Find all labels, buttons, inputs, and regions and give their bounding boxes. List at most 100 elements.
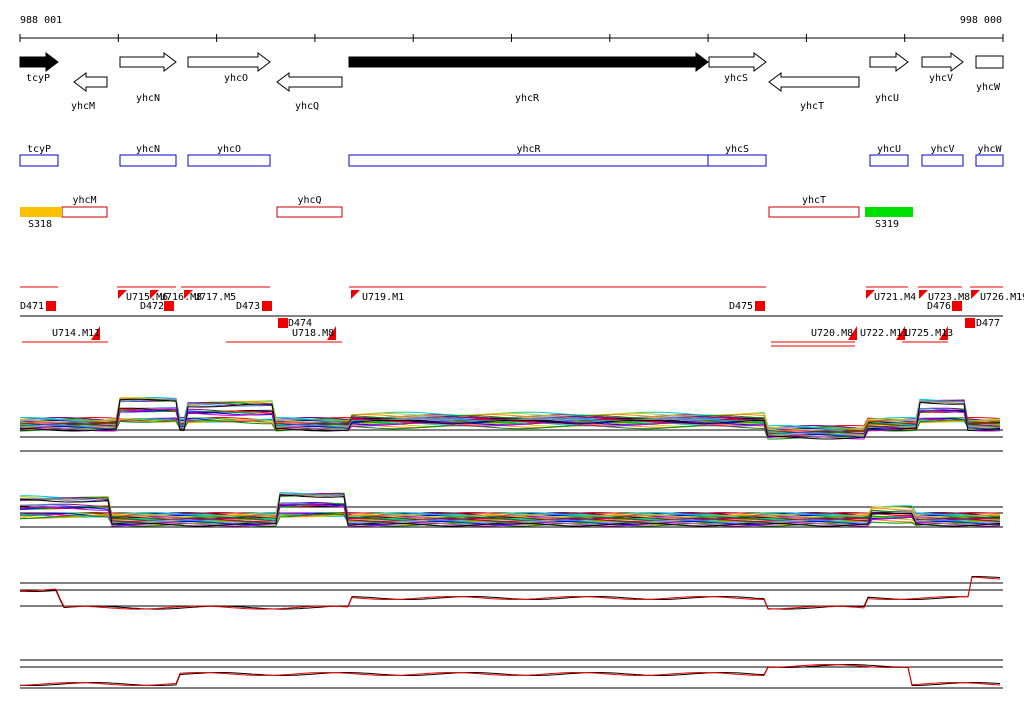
sense-box — [707, 154, 767, 167]
sense-box — [348, 154, 709, 167]
gene-label: tcyP — [26, 73, 50, 84]
sense-label: yhcR — [516, 144, 541, 155]
gene-arrow — [921, 52, 964, 72]
segment-marker — [952, 301, 962, 311]
track-trace — [19, 576, 1001, 610]
gene-label: yhcV — [929, 73, 953, 84]
segment-label: D473 — [236, 301, 260, 312]
sense-box — [869, 154, 909, 167]
segment-marker — [965, 318, 975, 328]
gene-label: yhcS — [724, 73, 748, 84]
antisense-label: yhcT — [802, 195, 826, 206]
segment-marker — [351, 290, 360, 299]
sense-label: yhcN — [136, 144, 160, 155]
segment-label: U723.M8 — [928, 292, 970, 303]
antisense-label: yhcQ — [297, 195, 321, 206]
segment-label: U716.M8 — [160, 292, 202, 303]
segment-label: U725.M13 — [905, 328, 953, 339]
track-trace — [19, 576, 1001, 610]
segment-label: D475 — [729, 301, 753, 312]
gene-label: yhcR — [515, 93, 540, 104]
region-label: S319 — [875, 219, 899, 230]
antisense-box — [768, 206, 860, 218]
track-trace — [19, 398, 1001, 440]
segment-marker — [164, 301, 174, 311]
sense-label: yhcW — [977, 144, 1002, 155]
ruler-start: 988 001 — [20, 15, 62, 26]
track-trace — [19, 491, 1001, 516]
gene-arrow — [768, 72, 860, 92]
track-trace — [19, 493, 1001, 526]
segment-marker — [150, 290, 159, 299]
segment-label: U715.M6 — [126, 292, 168, 303]
region — [20, 207, 62, 217]
gene-label: yhcM — [71, 101, 95, 112]
segment-label: U714.M11 — [52, 328, 100, 339]
segment-label: U721.M4 — [874, 292, 916, 303]
gene-arrow — [187, 52, 271, 72]
gene-arrow — [19, 52, 59, 72]
gene-label: yhcN — [136, 93, 160, 104]
gene-label: yhcW — [976, 82, 1001, 93]
segment-marker — [919, 290, 928, 299]
gene-arrow — [869, 52, 909, 72]
segment-marker — [46, 301, 56, 311]
segment-label: U720.M8 — [811, 328, 853, 339]
track-trace — [19, 494, 1001, 527]
segment-label: U717.M5 — [194, 292, 236, 303]
gene-arrow — [119, 52, 177, 72]
track-trace — [19, 503, 1001, 527]
track-trace — [19, 664, 1001, 686]
ruler-end: 998 000 — [960, 15, 1002, 26]
segment-marker — [278, 318, 288, 328]
antisense-box — [61, 206, 108, 218]
gene-label: yhcU — [875, 93, 899, 104]
track-trace — [19, 493, 1001, 522]
gene-arrow — [708, 52, 767, 72]
sense-label: yhcO — [217, 144, 241, 155]
gene-label: yhcO — [224, 73, 248, 84]
sense-box — [921, 154, 964, 167]
segment-marker — [262, 301, 272, 311]
segment-label: D471 — [20, 301, 44, 312]
sense-label: yhcU — [877, 144, 901, 155]
gene-label: yhcT — [800, 101, 824, 112]
segment-label: U719.M1 — [362, 292, 404, 303]
segment-marker — [118, 290, 127, 299]
region — [865, 207, 913, 217]
sense-box — [19, 154, 59, 167]
track-trace — [19, 397, 1001, 429]
segment-marker — [91, 326, 100, 340]
track-trace — [19, 513, 1001, 527]
sense-box — [119, 154, 177, 167]
segment-marker — [896, 326, 905, 340]
segment-label: D476 — [927, 301, 951, 312]
track-trace — [19, 419, 1001, 440]
sense-box — [187, 154, 271, 167]
segment-marker — [939, 326, 948, 340]
segment-marker — [327, 326, 336, 340]
gene-arrow — [73, 72, 108, 92]
sense-box — [975, 154, 1004, 167]
gene-label: yhcQ — [295, 101, 319, 112]
segment-label: U722.M11 — [860, 328, 908, 339]
sense-label: yhcV — [930, 144, 954, 155]
segment-marker — [971, 290, 980, 299]
region-label: S318 — [28, 219, 52, 230]
gene-arrow — [348, 52, 709, 72]
antisense-box — [276, 206, 343, 218]
segment-label: D474 — [288, 318, 312, 329]
segment-marker — [184, 290, 193, 299]
segment-marker — [848, 326, 857, 340]
antisense-label: yhcM — [72, 195, 96, 206]
segment-label: D472 — [140, 301, 164, 312]
track-trace — [19, 408, 1001, 440]
segment-label: U718.M8 — [292, 328, 334, 339]
segment-label: D477 — [976, 318, 1000, 329]
gene-arrow — [276, 72, 343, 92]
sense-label: tcyP — [27, 144, 51, 155]
gene-arrow — [975, 55, 1004, 69]
sense-label: yhcS — [725, 144, 749, 155]
segment-label: U726.M19 — [980, 292, 1024, 303]
